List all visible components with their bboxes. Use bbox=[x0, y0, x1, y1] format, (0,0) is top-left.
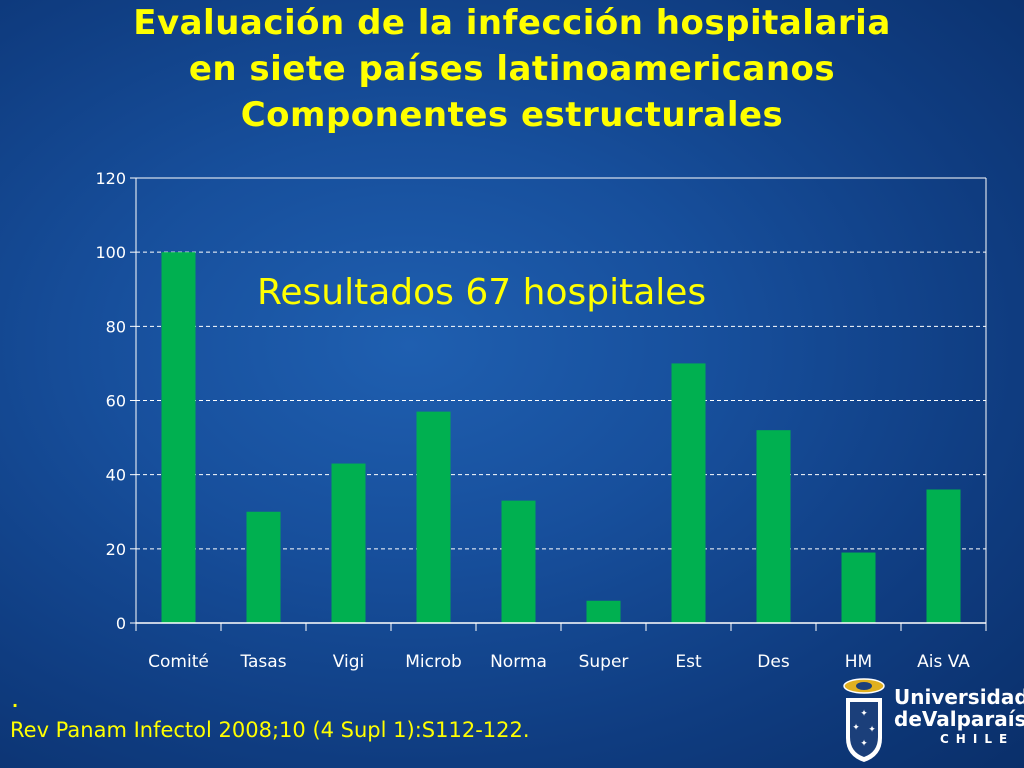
reference-citation: Rev Panam Infectol 2008;10 (4 Supl 1):S1… bbox=[10, 718, 530, 742]
x-tick-label: Tasas bbox=[239, 652, 286, 672]
x-tick-label: Vigi bbox=[333, 652, 365, 672]
title-line-3: Componentes estructurales bbox=[240, 95, 784, 135]
grid-layer bbox=[136, 177, 986, 550]
y-tick-label: 20 bbox=[106, 540, 126, 559]
bar-0 bbox=[161, 252, 196, 623]
bar-8 bbox=[841, 552, 876, 623]
x-tick-label: Ais VA bbox=[917, 652, 970, 672]
bar-9 bbox=[926, 489, 961, 623]
bar-layer bbox=[161, 252, 961, 623]
logo-text-line3: CHILE bbox=[940, 732, 1015, 746]
y-tick-label: 100 bbox=[95, 243, 126, 262]
title-line-2: en siete países latinoamericanos bbox=[188, 49, 836, 89]
bar-1 bbox=[246, 511, 281, 623]
x-tick-label: Norma bbox=[490, 652, 547, 672]
svg-text:✦: ✦ bbox=[852, 723, 860, 733]
footnote-dot: . bbox=[12, 692, 19, 711]
university-logo: ✦ ✦ ✦ ✦ Universidad deValparaíso CHILE bbox=[840, 676, 1024, 764]
university-emblem-icon: ✦ ✦ ✦ ✦ bbox=[843, 678, 885, 762]
y-tick-label: 80 bbox=[106, 317, 126, 336]
bar-6 bbox=[671, 363, 706, 623]
logo-text-line2: deValparaíso bbox=[894, 707, 1024, 731]
bar-4 bbox=[501, 500, 536, 623]
x-tick-label: Comité bbox=[148, 652, 209, 672]
svg-text:✦: ✦ bbox=[860, 709, 868, 719]
chart-annotation: Resultados 67 hospitales bbox=[257, 272, 707, 313]
bar-3 bbox=[416, 411, 451, 623]
slide-title: Evaluación de la infección hospitalaria … bbox=[0, 0, 1024, 138]
x-tick-label: HM bbox=[845, 652, 872, 672]
y-tick-label: 0 bbox=[116, 614, 126, 633]
x-tick-label: Super bbox=[579, 652, 629, 672]
y-tick-label: 120 bbox=[95, 169, 126, 188]
x-tick-label: Des bbox=[757, 652, 790, 672]
bar-7 bbox=[756, 430, 791, 623]
x-tick-label: Est bbox=[675, 652, 702, 672]
bar-2 bbox=[331, 463, 366, 623]
title-line-1: Evaluación de la infección hospitalaria bbox=[133, 3, 891, 43]
svg-text:✦: ✦ bbox=[868, 725, 876, 735]
x-tick-label: Microb bbox=[405, 652, 462, 672]
axis-layer: 0 20 40 60 80 100 120 Comité Tasas Vigi Microb Norm… bbox=[95, 169, 987, 672]
svg-text:✦: ✦ bbox=[860, 739, 868, 749]
y-tick-label: 40 bbox=[106, 466, 126, 485]
bar-5 bbox=[586, 600, 621, 623]
y-tick-label: 60 bbox=[106, 392, 126, 411]
logo-text-line1: Universidad bbox=[894, 685, 1024, 709]
